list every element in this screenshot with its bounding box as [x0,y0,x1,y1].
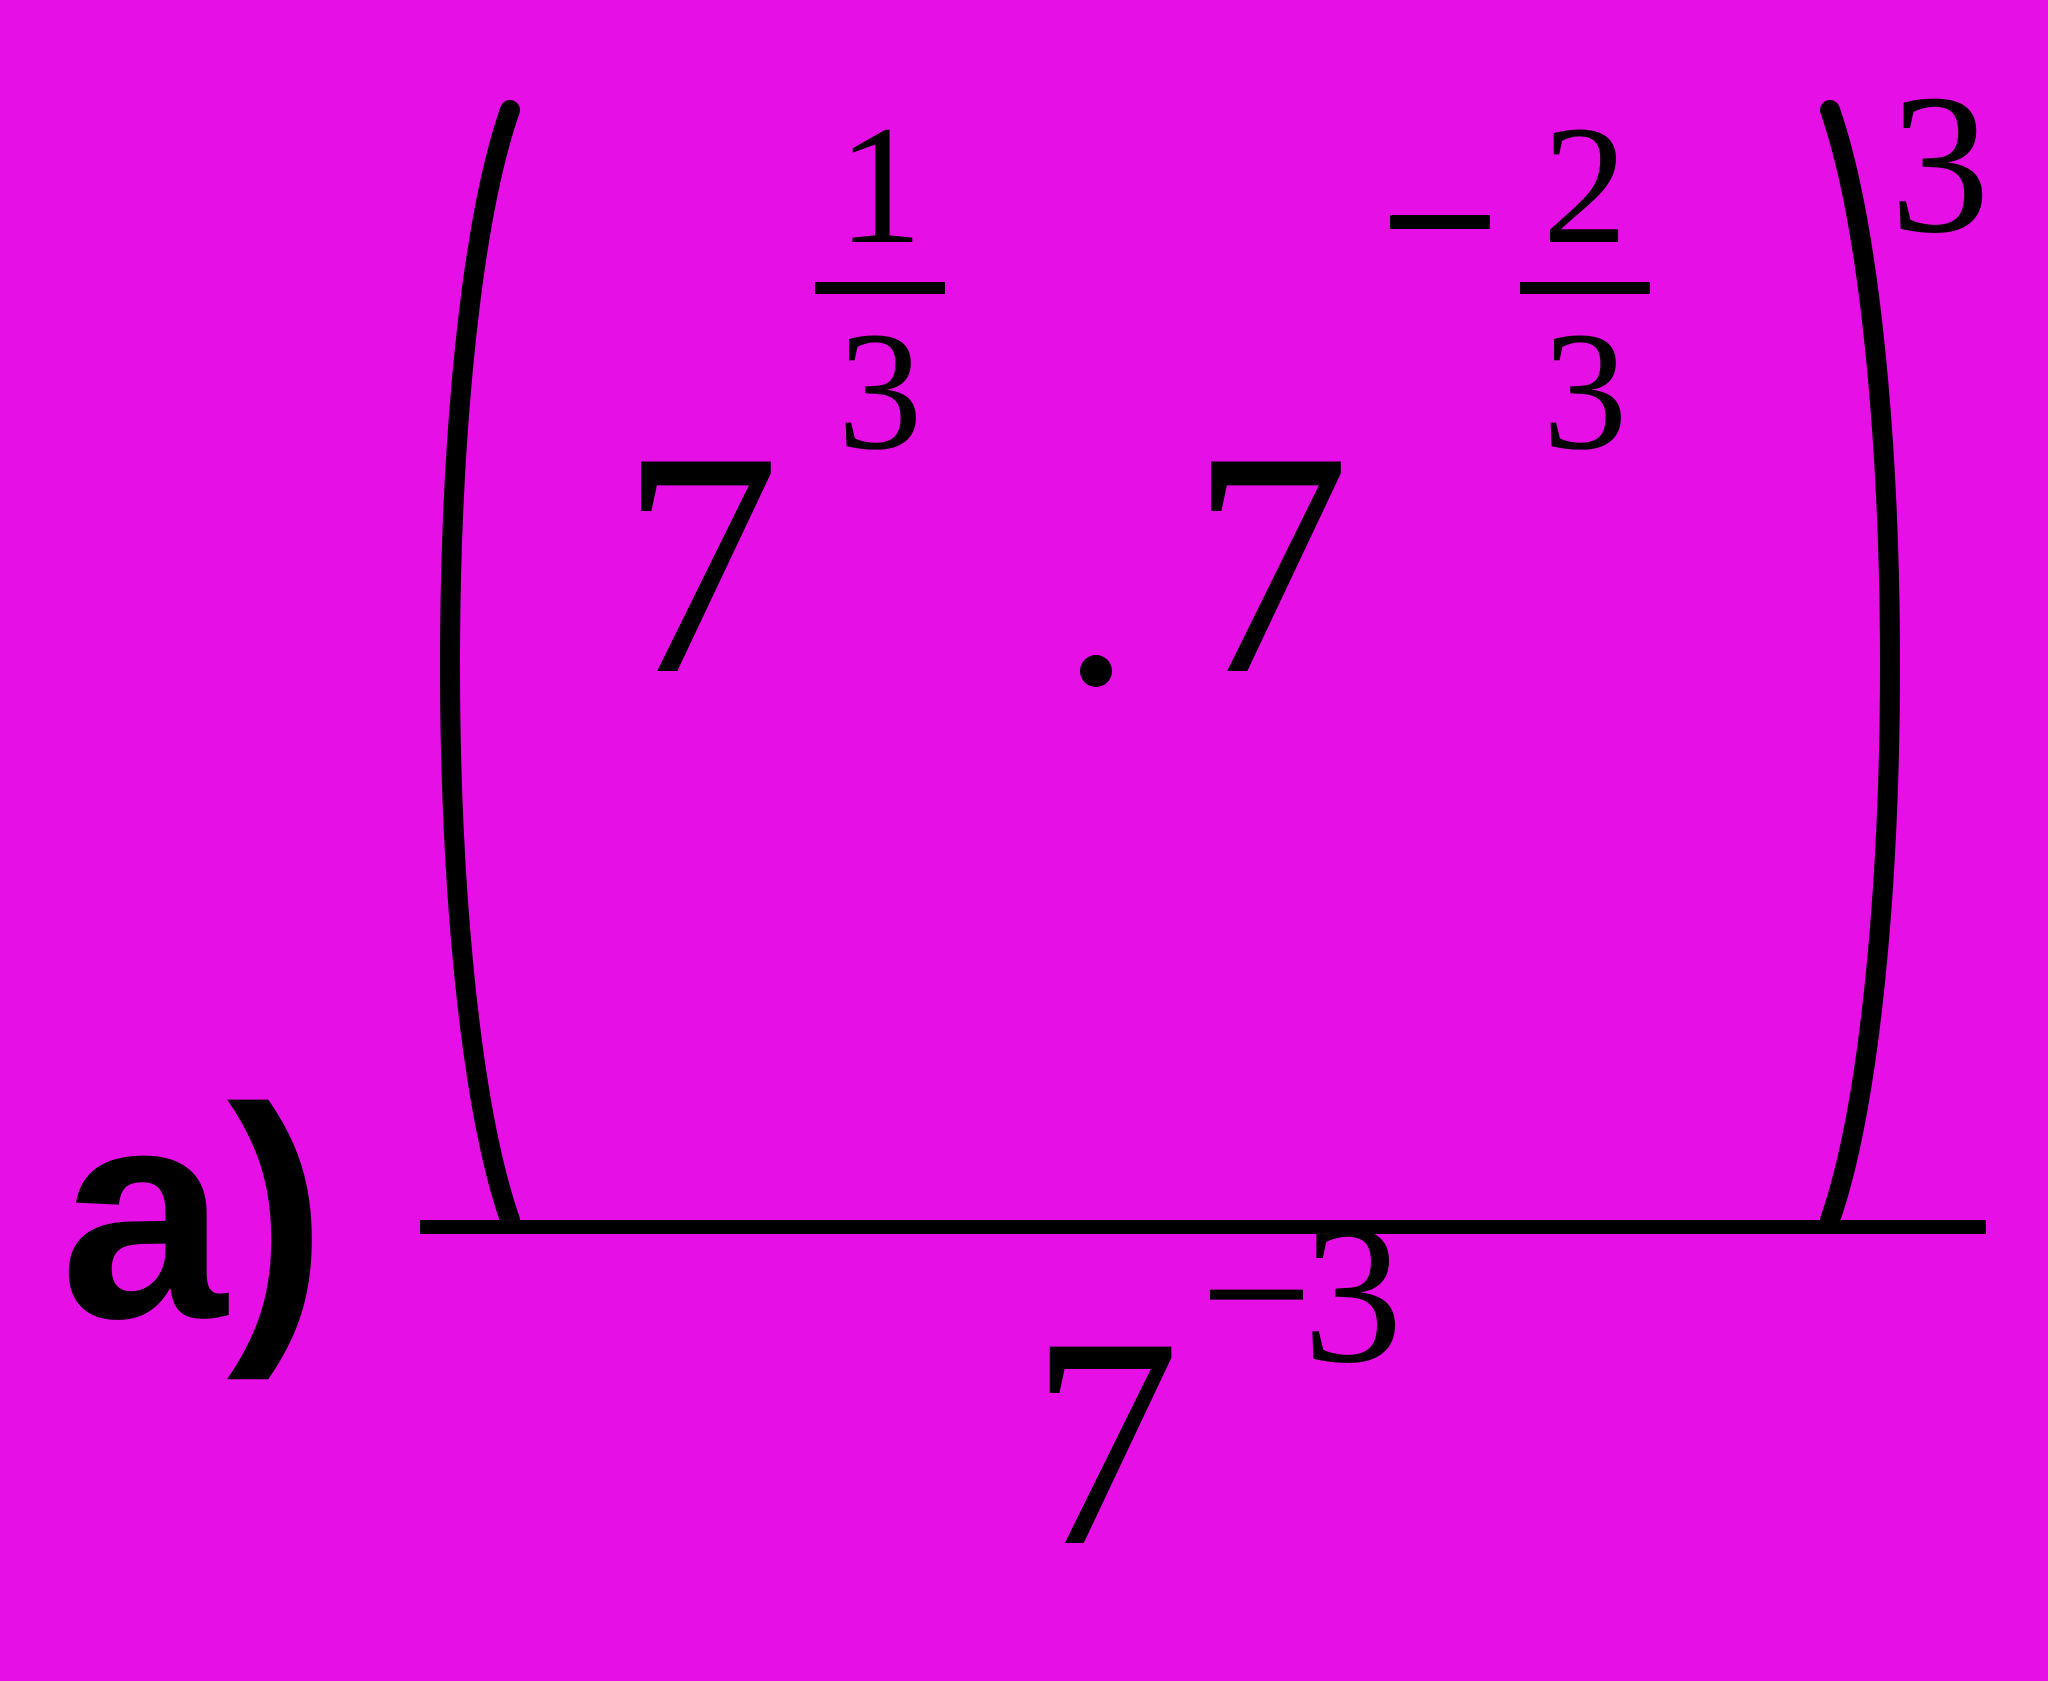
term1-exponent: 1 3 [815,100,945,476]
term1-base: 7 [620,380,780,748]
term2-exp-den: 3 [1520,306,1650,476]
term2-exp-minus-icon [1390,215,1490,229]
denom-base: 7 [1030,1276,1180,1608]
main-fraction: 3 7 1 3 7 2 3 7 − [430,60,1990,1620]
small-fraction-bar [815,282,945,294]
small-fraction-bar [1520,282,1650,294]
left-paren-icon [410,100,530,1230]
term2-exponent: 2 3 [1520,100,1650,476]
denominator: 7 −3 [1030,1270,1180,1615]
numerator: 3 7 1 3 7 2 3 [430,60,1990,1220]
item-label: a) [60,1040,327,1386]
term2-exp-num: 2 [1520,100,1650,270]
term1-exp-den: 3 [815,306,945,476]
multiplication-dot-icon [1080,655,1112,687]
math-expression: a) 3 7 1 3 7 [0,0,2048,1681]
outer-exponent: 3 [1890,50,1990,279]
denom-exponent: −3 [1200,1180,1393,1409]
term2-base: 7 [1190,380,1350,748]
term1-exp-num: 1 [815,100,945,270]
